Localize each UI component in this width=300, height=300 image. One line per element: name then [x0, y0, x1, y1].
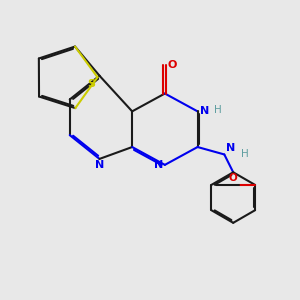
Text: O: O	[229, 173, 237, 183]
Text: N: N	[226, 143, 235, 153]
Text: H: H	[214, 105, 222, 115]
Text: O: O	[168, 60, 177, 70]
Text: N: N	[154, 160, 164, 170]
Text: N: N	[200, 106, 209, 116]
Text: N: N	[95, 160, 104, 170]
Text: S: S	[87, 79, 95, 89]
Text: H: H	[241, 149, 248, 160]
